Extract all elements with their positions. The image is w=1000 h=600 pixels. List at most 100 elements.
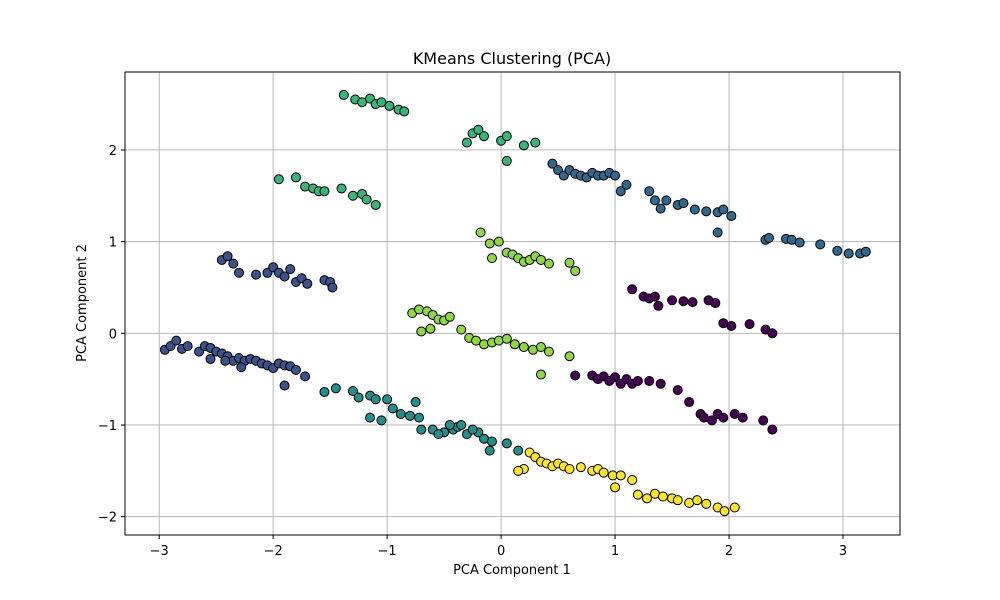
- data-point: [543, 346, 554, 357]
- data-point: [706, 415, 717, 426]
- data-point: [655, 378, 666, 389]
- data-point: [726, 320, 737, 331]
- y-tick-label: −1: [98, 419, 117, 434]
- data-point: [509, 339, 520, 350]
- data-point: [615, 470, 626, 481]
- y-ticks: −2 −1 0 1 2: [98, 144, 125, 526]
- data-point: [338, 89, 349, 100]
- data-point: [767, 328, 778, 339]
- data-point: [737, 412, 748, 423]
- data-point: [687, 297, 698, 308]
- data-point: [661, 195, 672, 206]
- data-point: [860, 246, 871, 257]
- data-point: [627, 474, 638, 485]
- data-point: [701, 498, 712, 509]
- data-point: [382, 394, 393, 405]
- plot-frame: [124, 71, 901, 536]
- data-point: [357, 97, 368, 108]
- data-point: [684, 397, 695, 408]
- data-point: [767, 424, 778, 435]
- data-point: [444, 311, 455, 322]
- data-point: [649, 195, 660, 206]
- data-point: [456, 324, 467, 335]
- data-point: [570, 370, 581, 381]
- data-point: [493, 335, 504, 346]
- data-point: [815, 239, 826, 250]
- data-point: [501, 155, 512, 166]
- data-point: [182, 341, 193, 352]
- data-point: [543, 258, 554, 269]
- data-point: [689, 204, 700, 215]
- data-point: [530, 137, 541, 148]
- data-point: [370, 199, 381, 210]
- y-tick-label: 2: [109, 144, 117, 159]
- data-point: [501, 333, 512, 344]
- data-point: [486, 253, 497, 264]
- data-point: [475, 227, 486, 238]
- data-point: [290, 172, 301, 183]
- data-point: [416, 326, 427, 337]
- x-tick-label: −1: [378, 544, 397, 559]
- data-point: [416, 424, 427, 435]
- data-point: [610, 372, 621, 383]
- data-point: [456, 419, 467, 430]
- data-point: [228, 258, 239, 269]
- data-point: [843, 248, 854, 259]
- data-point: [330, 383, 341, 394]
- data-point: [758, 415, 769, 426]
- data-point: [222, 251, 233, 262]
- x-tick-label: 3: [839, 544, 847, 559]
- data-point: [233, 267, 244, 278]
- data-point: [719, 506, 730, 517]
- data-point: [414, 412, 425, 423]
- cluster-5-points: [407, 227, 581, 380]
- x-tick-label: 1: [611, 544, 619, 559]
- data-point: [236, 362, 247, 373]
- data-point: [667, 295, 678, 306]
- data-point: [347, 386, 358, 397]
- data-point: [395, 408, 406, 419]
- cluster-3-points: [319, 383, 524, 456]
- data-point: [414, 304, 425, 315]
- data-point: [467, 424, 478, 435]
- data-point: [610, 170, 621, 181]
- data-point: [404, 410, 415, 421]
- data-point: [701, 206, 712, 217]
- data-point: [376, 415, 387, 426]
- data-point: [251, 269, 262, 280]
- data-point: [370, 394, 381, 405]
- data-point: [471, 335, 482, 346]
- data-point: [171, 335, 182, 346]
- data-point: [615, 186, 626, 197]
- data-point: [564, 257, 575, 268]
- data-point: [710, 298, 721, 309]
- data-point: [564, 351, 575, 362]
- y-axis-label: PCA Component 2: [75, 244, 90, 362]
- y-tick-label: −2: [98, 511, 117, 526]
- data-point: [353, 392, 364, 403]
- data-point: [632, 375, 643, 386]
- data-point: [300, 371, 311, 382]
- data-point: [678, 296, 689, 307]
- data-point: [493, 236, 504, 247]
- data-point: [672, 495, 683, 506]
- data-point: [598, 467, 609, 478]
- data-point: [484, 238, 495, 249]
- data-point: [692, 495, 703, 506]
- data-point: [336, 183, 347, 194]
- data-point: [479, 339, 490, 350]
- data-point: [744, 319, 755, 330]
- data-point: [729, 502, 740, 513]
- data-point: [649, 291, 660, 302]
- data-point: [627, 284, 638, 295]
- data-point: [832, 245, 843, 256]
- data-point: [621, 179, 632, 190]
- data-point: [365, 412, 376, 423]
- data-point: [535, 369, 546, 380]
- y-tick-label: 1: [109, 236, 117, 251]
- data-point: [302, 278, 313, 289]
- data-point: [513, 445, 524, 456]
- data-point: [347, 190, 358, 201]
- data-point: [285, 264, 296, 275]
- data-point: [501, 438, 512, 449]
